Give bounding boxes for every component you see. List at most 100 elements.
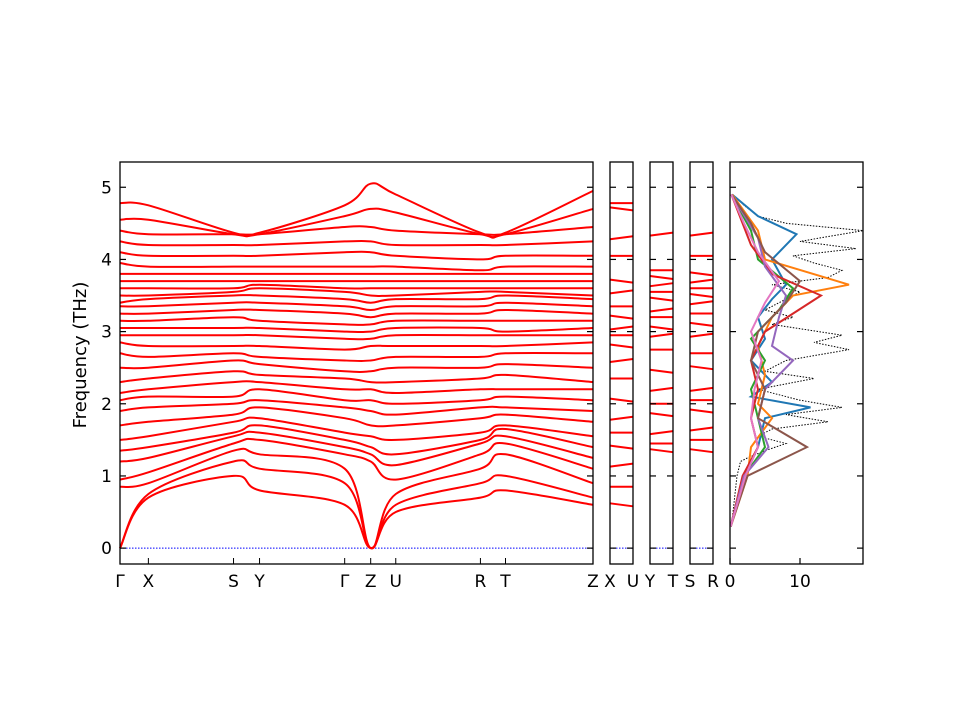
phonon-band bbox=[689, 231, 714, 237]
dos-panel: 0 10 bbox=[725, 161, 864, 592]
x-tick-label: R bbox=[707, 572, 719, 592]
phonon-band bbox=[689, 426, 714, 432]
phonon-band bbox=[119, 250, 594, 261]
phonon-band bbox=[119, 316, 593, 326]
partial-dos-line bbox=[729, 193, 810, 527]
x-tick-label: S bbox=[228, 572, 239, 592]
x-tick-label: Z bbox=[365, 572, 377, 592]
phonon-band bbox=[119, 287, 594, 297]
phonon-band bbox=[689, 293, 714, 299]
phonon-band bbox=[119, 430, 594, 467]
phonon-band bbox=[609, 462, 634, 468]
x-tick-label: R bbox=[475, 572, 487, 592]
phonon-band bbox=[609, 444, 634, 450]
y-tick-label: 3 bbox=[101, 323, 112, 343]
phonon-band bbox=[609, 397, 634, 403]
phonon-band bbox=[609, 502, 634, 508]
phonon-band bbox=[119, 294, 594, 304]
phonon-band bbox=[119, 262, 594, 272]
x-tick-label: U bbox=[390, 572, 402, 592]
x-tick-label: Y bbox=[253, 572, 265, 592]
phonon-band bbox=[649, 368, 674, 374]
phonon-band bbox=[689, 300, 714, 306]
phonon-band bbox=[119, 359, 594, 373]
phonon-band bbox=[649, 282, 674, 288]
phonon-band bbox=[120, 326, 594, 334]
phonon-band bbox=[119, 380, 593, 395]
x-tick-label: X bbox=[143, 572, 155, 592]
panel-frame bbox=[729, 161, 864, 565]
phonon-band bbox=[119, 447, 594, 550]
phonon-band bbox=[609, 278, 634, 284]
phonon-band bbox=[609, 357, 634, 363]
phonon-band bbox=[119, 239, 594, 247]
phonon-band bbox=[119, 182, 594, 239]
phonon-band bbox=[689, 386, 714, 392]
phonon-band bbox=[119, 370, 594, 384]
x-tick-label: Y bbox=[644, 572, 656, 592]
phonon-band bbox=[120, 333, 593, 341]
panel-frame bbox=[689, 161, 714, 565]
phonon-band bbox=[689, 332, 714, 338]
phonon-band bbox=[119, 399, 594, 416]
y-tick-label: 0 bbox=[101, 539, 112, 559]
phonon-band bbox=[609, 325, 634, 331]
panel-frame bbox=[609, 161, 634, 565]
y-tick-label: 1 bbox=[101, 467, 112, 487]
phonon-band bbox=[609, 415, 634, 421]
phonon-band bbox=[119, 406, 594, 428]
panel-frame bbox=[119, 161, 594, 565]
phonon-band bbox=[649, 332, 674, 338]
phonon-band bbox=[609, 206, 634, 212]
dos-x-tick-label: 10 bbox=[789, 572, 811, 592]
y-tick-label: 4 bbox=[101, 250, 112, 270]
phonon-band bbox=[119, 283, 593, 290]
x-tick-label: T bbox=[667, 572, 679, 592]
phonon-band bbox=[649, 325, 674, 331]
phonon-band bbox=[119, 437, 594, 481]
phonon-band bbox=[649, 448, 674, 454]
y-tick-label: 5 bbox=[101, 178, 112, 198]
phonon-band bbox=[609, 314, 634, 320]
phonon-band bbox=[119, 459, 594, 550]
phonon-band bbox=[649, 274, 674, 280]
y-axis-label: Frequency (THz) bbox=[70, 282, 91, 429]
phonon-band bbox=[649, 296, 674, 302]
phonon-band bbox=[649, 412, 674, 418]
y-tick-label: 2 bbox=[101, 395, 112, 415]
dos-x-tick-label: 0 bbox=[725, 572, 736, 592]
phonon-band bbox=[609, 343, 634, 349]
x-tick-label: X bbox=[604, 572, 616, 592]
x-tick-label: S bbox=[685, 572, 696, 592]
phonon-band bbox=[689, 321, 714, 327]
partial-dos-line bbox=[729, 194, 781, 527]
x-tick-label: T bbox=[499, 572, 511, 592]
phonon-band bbox=[609, 235, 634, 241]
phonon-band bbox=[119, 424, 594, 456]
phonon-band bbox=[649, 231, 674, 237]
phonon-band bbox=[689, 448, 714, 454]
phonon-band bbox=[119, 301, 594, 312]
x-tick-label: Γ bbox=[115, 572, 125, 592]
panel-frame bbox=[649, 161, 674, 565]
phonon-band bbox=[689, 271, 714, 277]
phonon-band bbox=[119, 308, 594, 319]
phonon-band bbox=[649, 386, 674, 392]
phonon-band bbox=[609, 289, 634, 295]
phonon-band bbox=[119, 225, 594, 236]
x-tick-label: Γ bbox=[340, 572, 350, 592]
phonon-band bbox=[119, 341, 594, 351]
phonon-band bbox=[689, 278, 714, 284]
x-tick-label: U bbox=[627, 572, 639, 592]
phonon-band bbox=[649, 307, 674, 313]
phonon-band bbox=[689, 408, 714, 414]
phonon-band bbox=[119, 416, 594, 441]
phonon-band bbox=[119, 474, 594, 550]
x-tick-label: Z bbox=[587, 572, 599, 592]
